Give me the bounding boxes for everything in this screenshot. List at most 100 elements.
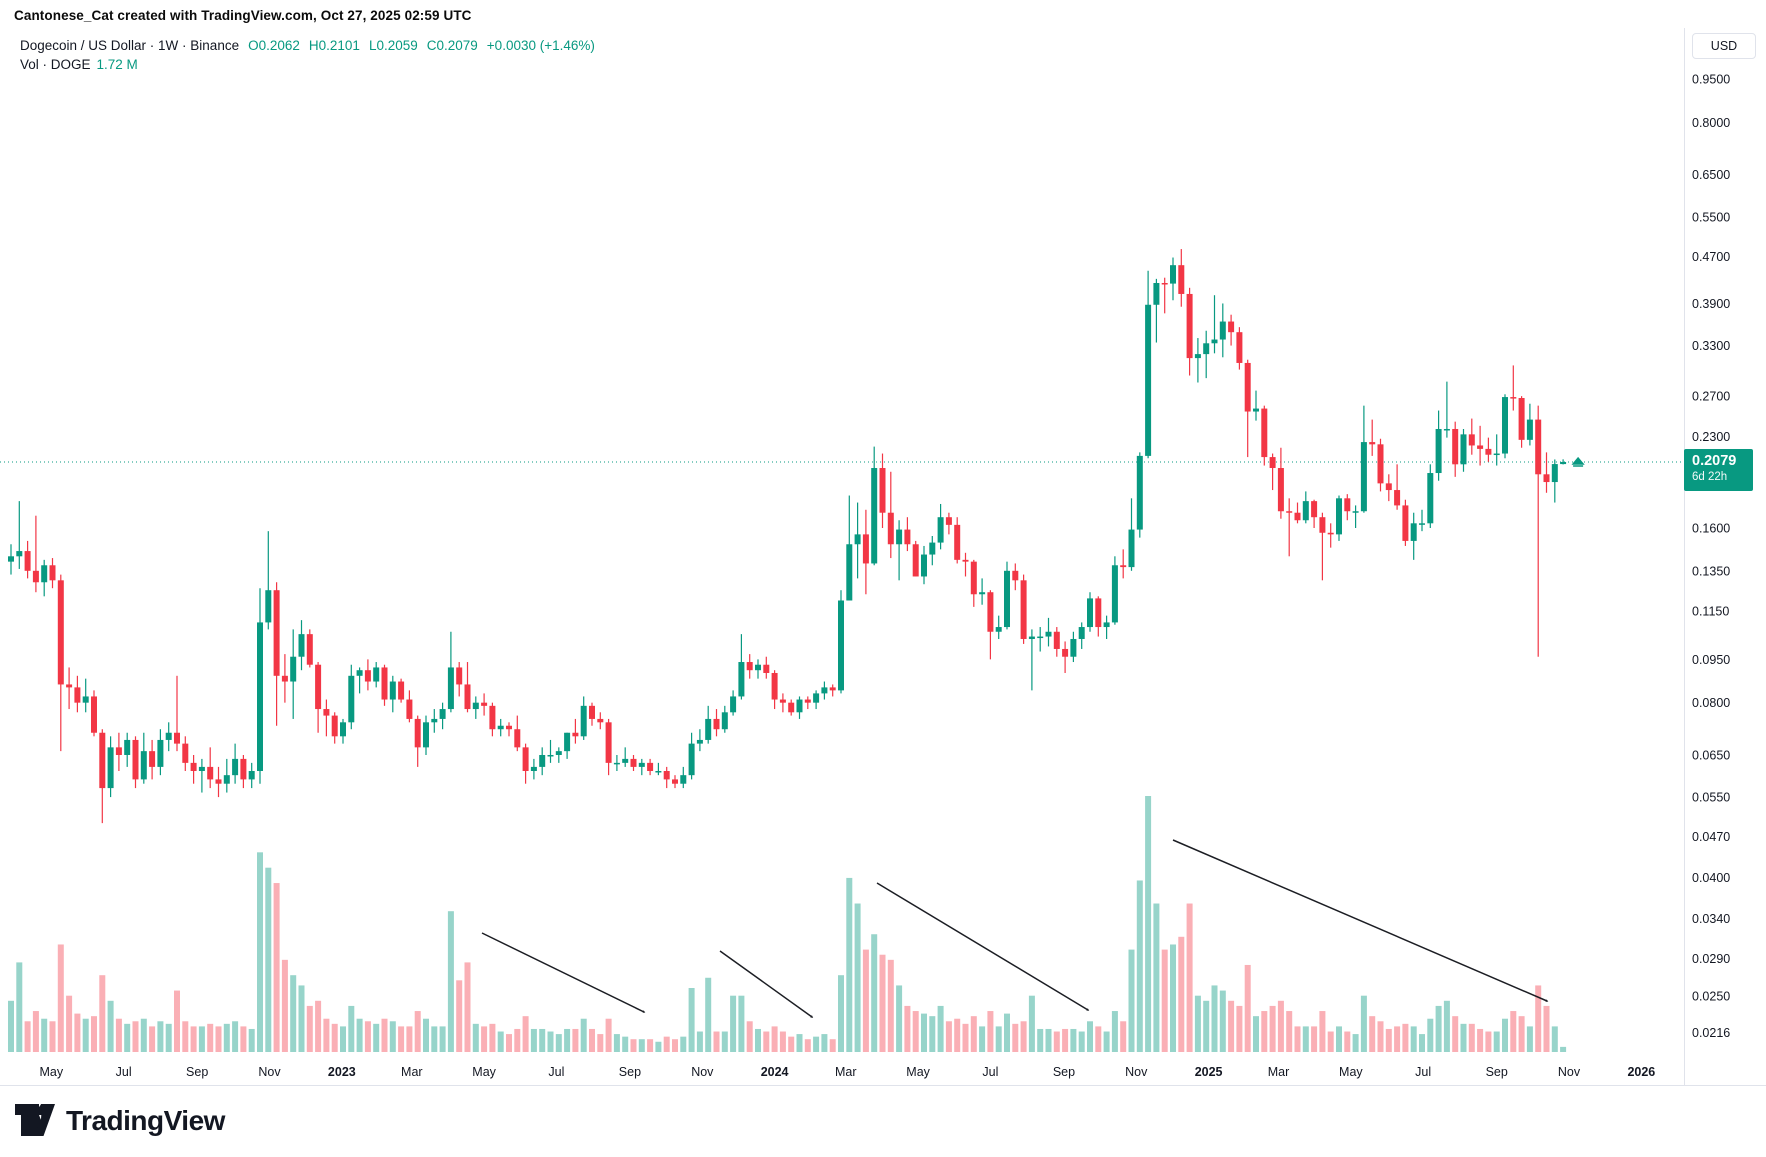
- candle[interactable]: [663, 770, 670, 780]
- volume-bar[interactable]: [1427, 1018, 1434, 1052]
- candle[interactable]: [1427, 473, 1434, 524]
- candle[interactable]: [298, 634, 305, 657]
- candle[interactable]: [1493, 453, 1500, 456]
- candle[interactable]: [331, 715, 338, 737]
- volume-bar[interactable]: [315, 1000, 322, 1052]
- candle[interactable]: [530, 766, 537, 771]
- candle[interactable]: [174, 732, 180, 744]
- candle[interactable]: [1468, 434, 1475, 446]
- candle[interactable]: [1319, 517, 1326, 533]
- volume-bar[interactable]: [257, 852, 263, 1052]
- volume-bar[interactable]: [1286, 1011, 1293, 1052]
- candle[interactable]: [655, 770, 662, 773]
- volume-bar[interactable]: [647, 1039, 654, 1052]
- candle[interactable]: [738, 662, 745, 697]
- volume-bar[interactable]: [738, 995, 745, 1052]
- volume-bar[interactable]: [1377, 1021, 1384, 1052]
- candle[interactable]: [1452, 428, 1459, 465]
- candle[interactable]: [323, 709, 330, 716]
- volume-bar[interactable]: [439, 1026, 446, 1052]
- candle[interactable]: [132, 739, 139, 780]
- candle[interactable]: [638, 762, 645, 767]
- candle[interactable]: [730, 696, 737, 713]
- candle[interactable]: [1219, 321, 1226, 340]
- candle[interactable]: [1402, 505, 1409, 541]
- candle[interactable]: [887, 512, 894, 545]
- volume-bar[interactable]: [340, 1026, 346, 1052]
- currency-toggle-button[interactable]: USD: [1692, 33, 1756, 59]
- volume-bar[interactable]: [381, 1018, 388, 1052]
- volume-bar[interactable]: [979, 1026, 986, 1052]
- volume-bar[interactable]: [1452, 1016, 1459, 1052]
- candle[interactable]: [1518, 398, 1525, 440]
- candle[interactable]: [696, 739, 703, 744]
- candle[interactable]: [713, 718, 720, 730]
- candle[interactable]: [290, 656, 297, 682]
- volume-bar[interactable]: [32, 1011, 39, 1052]
- volume-bar[interactable]: [871, 934, 878, 1052]
- candle[interactable]: [489, 705, 496, 730]
- candle[interactable]: [497, 725, 504, 730]
- volume-bar[interactable]: [82, 1018, 89, 1052]
- candle[interactable]: [124, 739, 131, 755]
- volume-bar[interactable]: [1344, 1031, 1351, 1052]
- volume-bar[interactable]: [896, 985, 903, 1052]
- volume-bar[interactable]: [223, 1023, 230, 1052]
- candle[interactable]: [398, 681, 405, 700]
- candle[interactable]: [1111, 565, 1118, 623]
- volume-bar[interactable]: [1228, 1000, 1235, 1052]
- volume-bar[interactable]: [663, 1036, 670, 1052]
- volume-bar[interactable]: [1087, 1021, 1093, 1052]
- candle[interactable]: [464, 684, 471, 710]
- candle[interactable]: [1087, 598, 1093, 628]
- volume-bar[interactable]: [8, 1000, 14, 1052]
- candle[interactable]: [813, 693, 820, 703]
- volume-bar[interactable]: [1178, 936, 1185, 1052]
- volume-bar[interactable]: [672, 1039, 678, 1052]
- candle[interactable]: [1352, 511, 1359, 513]
- volume-bar[interactable]: [1551, 1026, 1558, 1052]
- candle[interactable]: [99, 732, 106, 789]
- candle[interactable]: [57, 580, 64, 685]
- volume-bar[interactable]: [1128, 949, 1135, 1052]
- volume-bar[interactable]: [66, 995, 73, 1052]
- candle[interactable]: [1443, 428, 1450, 431]
- candle[interactable]: [165, 732, 172, 740]
- volume-bar[interactable]: [763, 1031, 770, 1052]
- volume-bar[interactable]: [530, 1028, 537, 1052]
- candle[interactable]: [1377, 444, 1384, 484]
- candle[interactable]: [472, 702, 479, 710]
- candle[interactable]: [257, 622, 263, 771]
- candle[interactable]: [1020, 580, 1027, 639]
- candle[interactable]: [763, 664, 770, 673]
- volume-bar[interactable]: [1020, 1021, 1027, 1052]
- volume-bar[interactable]: [1269, 1005, 1276, 1052]
- trend-arrow[interactable]: [876, 882, 1088, 1010]
- candle[interactable]: [1004, 570, 1010, 628]
- volume-bar[interactable]: [1477, 1028, 1484, 1052]
- volume-bar[interactable]: [1319, 1011, 1326, 1052]
- candle[interactable]: [1261, 408, 1268, 458]
- candle[interactable]: [1477, 445, 1484, 449]
- volume-bar[interactable]: [572, 1028, 579, 1052]
- candle[interactable]: [1028, 636, 1035, 639]
- volume-bar[interactable]: [746, 1021, 753, 1052]
- volume-bar[interactable]: [207, 1023, 214, 1052]
- volume-bar[interactable]: [1153, 903, 1160, 1052]
- volume-bar[interactable]: [182, 1021, 189, 1052]
- candle[interactable]: [622, 758, 629, 763]
- volume-bar[interactable]: [1336, 1026, 1342, 1052]
- volume-bar[interactable]: [198, 1026, 205, 1052]
- volume-bar[interactable]: [74, 1013, 81, 1052]
- candle[interactable]: [1153, 283, 1160, 305]
- volume-bar[interactable]: [414, 1011, 421, 1052]
- candle[interactable]: [1336, 498, 1342, 535]
- trend-arrow[interactable]: [481, 932, 644, 1012]
- volume-bar[interactable]: [348, 1005, 355, 1052]
- volume-bar[interactable]: [49, 1021, 56, 1052]
- volume-bar[interactable]: [265, 867, 272, 1052]
- volume-bar[interactable]: [514, 1028, 521, 1052]
- volume-bar[interactable]: [281, 959, 288, 1052]
- volume-bar[interactable]: [464, 962, 471, 1052]
- volume-bar[interactable]: [1219, 990, 1226, 1052]
